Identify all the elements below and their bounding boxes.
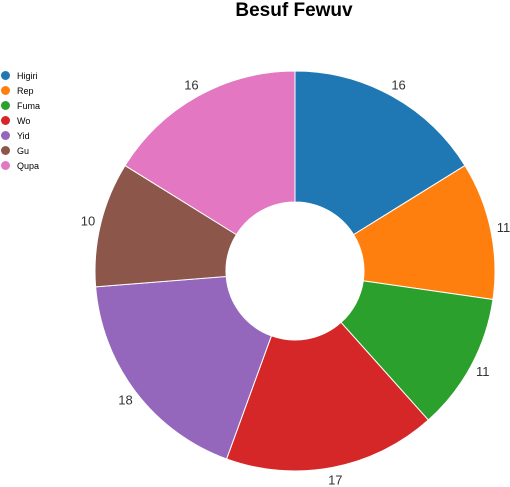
legend-swatch	[1, 116, 10, 125]
legend-swatch	[1, 71, 10, 80]
data-label-gu: 10	[81, 213, 95, 228]
legend-label: Rep	[17, 85, 34, 96]
legend-label: Wo	[17, 115, 31, 126]
slice-yid	[95, 275, 273, 460]
legend-label: Yid	[17, 130, 30, 141]
legend-swatch	[1, 161, 10, 170]
legend-label: Qupa	[17, 160, 40, 171]
legend-item-wo: Wo	[0, 113, 40, 128]
slices-group	[94, 70, 496, 472]
data-label-qupa: 16	[184, 77, 198, 92]
legend-item-gu: Gu	[0, 143, 40, 158]
chart-title: Besuf Fewuv	[235, 0, 353, 21]
slice-qupa	[124, 70, 296, 236]
slice-wo	[225, 321, 430, 472]
legend-item-fuma: Fuma	[0, 98, 40, 113]
legend-item-qupa: Qupa	[0, 158, 40, 173]
legend: Higiri Rep Fuma Wo Yid Gu Qupa	[0, 68, 40, 173]
data-label-fuma: 11	[476, 364, 490, 379]
labels-group: 16 11 11 17 18 10 16	[81, 77, 510, 487]
legend-label: Higiri	[17, 70, 38, 81]
legend-swatch	[1, 86, 10, 95]
slice-fuma	[340, 280, 494, 421]
data-label-wo: 17	[328, 473, 342, 487]
slice-higiri	[294, 70, 466, 236]
legend-item-yid: Yid	[0, 128, 40, 143]
legend-swatch	[1, 146, 10, 155]
data-label-higiri: 16	[391, 77, 405, 92]
data-label-yid: 18	[118, 392, 132, 407]
legend-label: Fuma	[17, 100, 41, 111]
legend-label: Gu	[17, 145, 30, 156]
legend-item-rep: Rep	[0, 83, 40, 98]
legend-swatch	[1, 101, 10, 110]
legend-swatch	[1, 131, 10, 140]
slice-rep	[352, 164, 496, 301]
data-label-rep: 11	[497, 220, 510, 235]
legend-item-higiri: Higiri	[0, 68, 40, 83]
